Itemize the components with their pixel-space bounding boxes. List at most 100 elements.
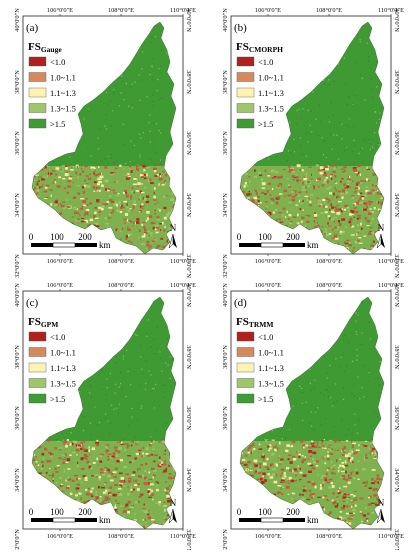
legend-title: FSGPM <box>28 316 58 329</box>
legend-label: 1.3~1.5 <box>258 104 284 114</box>
map-panel-b: 106°0'0"E 108°0'0"E 110°0'0"E 106°0'0"E 108°… <box>222 7 404 278</box>
right-tick-label: 38°0'0"N <box>393 345 400 369</box>
left-tick-label: 40°0'0"N <box>222 8 229 32</box>
right-tick-label: 32°0'0"N <box>185 529 192 550</box>
svg-text:N: N <box>378 223 385 233</box>
svg-text:N: N <box>170 498 177 508</box>
bottom-tick-label: 108°0'0"E <box>316 258 342 265</box>
legend-label: 1.0~1.1 <box>50 73 76 83</box>
right-tick-label: 32°0'0"N <box>393 529 400 550</box>
bottom-tick-label: 106°0'0"E <box>255 533 281 540</box>
legend-label: <1.0 <box>50 57 65 67</box>
bottom-tick-label: 106°0'0"E <box>47 533 73 540</box>
legend-title: FSCMORPH <box>236 41 283 54</box>
legend-swatch <box>236 87 255 98</box>
bottom-tick-label: 108°0'0"E <box>108 258 134 265</box>
bottom-tick-label: 106°0'0"E <box>47 258 73 265</box>
scale-label: 0 <box>29 232 34 242</box>
legend-swatch <box>236 56 255 67</box>
right-tick-label: 40°0'0"N <box>393 8 400 32</box>
legend-label: 1.3~1.5 <box>50 104 76 114</box>
map-panel-c: 106°0'0"E 108°0'0"E 110°0'0"E 106°0'0"E 108°… <box>14 282 196 553</box>
right-tick-label: 36°0'0"N <box>185 131 192 155</box>
left-tick-label: 32°0'0"N <box>14 529 21 550</box>
scale-unit: km <box>307 240 319 250</box>
legend-label: >1.5 <box>50 119 65 129</box>
right-tick-label: 36°0'0"N <box>393 406 400 430</box>
legend-swatch <box>28 347 47 357</box>
legend-swatch <box>28 103 47 113</box>
legend-label: >1.5 <box>258 394 273 404</box>
legend-label: 1.1~1.3 <box>50 363 76 373</box>
map-panel-d: 106°0'0"E 108°0'0"E 110°0'0"E 106°0'0"E 108°… <box>222 282 404 553</box>
left-tick-label: 40°0'0"N <box>14 8 21 32</box>
legend-label: 1.1~1.3 <box>50 88 76 98</box>
legend-swatch <box>236 118 255 129</box>
panel-letter: (c) <box>26 297 39 309</box>
right-tick-label: 40°0'0"N <box>393 283 400 307</box>
scale-bar: 0 100 200 km <box>29 507 111 525</box>
top-tick-label: 106°0'0"E <box>47 282 73 289</box>
legend-swatch <box>28 56 47 67</box>
left-tick-label: 38°0'0"N <box>222 70 229 94</box>
right-tick-label: 32°0'0"N <box>185 254 192 278</box>
legend-swatch <box>236 362 255 373</box>
left-tick-label: 34°0'0"N <box>14 193 21 217</box>
legend-label: 1.1~1.3 <box>258 363 284 373</box>
bottom-tick-label: 106°0'0"E <box>255 258 281 265</box>
scale-label: 200 <box>286 507 300 517</box>
left-tick-label: 34°0'0"N <box>222 193 229 217</box>
scale-label: 200 <box>78 507 92 517</box>
top-tick-label: 108°0'0"E <box>108 282 134 289</box>
panel-letter: (a) <box>26 22 39 34</box>
right-tick-label: 34°0'0"N <box>393 193 400 217</box>
right-tick-label: 38°0'0"N <box>393 70 400 94</box>
scale-label: 100 <box>258 507 272 517</box>
svg-text:N: N <box>378 498 385 508</box>
left-tick-label: 38°0'0"N <box>14 345 21 369</box>
legend-label: 1.0~1.1 <box>258 73 284 83</box>
legend-swatch <box>28 87 47 98</box>
top-tick-label: 108°0'0"E <box>108 7 134 14</box>
legend-label: >1.5 <box>258 119 273 129</box>
top-tick-label: 110°0'0"E <box>170 282 196 289</box>
legend-swatch <box>236 378 255 388</box>
scale-unit: km <box>99 515 111 525</box>
right-tick-label: 32°0'0"N <box>393 254 400 278</box>
legend-swatch <box>28 72 47 82</box>
legend-swatch <box>28 378 47 388</box>
left-tick-label: 34°0'0"N <box>222 468 229 492</box>
scale-bar: 0 100 200 km <box>237 232 319 250</box>
legend-swatch <box>28 118 47 129</box>
bottom-tick-label: 110°0'0"E <box>378 533 404 540</box>
bottom-tick-label: 108°0'0"E <box>316 533 342 540</box>
top-tick-label: 108°0'0"E <box>316 282 342 289</box>
legend-label: <1.0 <box>258 57 273 67</box>
top-tick-label: 106°0'0"E <box>255 282 281 289</box>
bottom-tick-label: 110°0'0"E <box>170 533 196 540</box>
scale-label: 0 <box>237 232 242 242</box>
north-arrow-icon: N <box>168 498 177 524</box>
right-tick-label: 34°0'0"N <box>185 193 192 217</box>
left-tick-label: 32°0'0"N <box>222 529 229 550</box>
bottom-tick-label: 110°0'0"E <box>170 258 196 265</box>
scale-bar: 0 100 200 km <box>29 232 111 250</box>
left-tick-label: 36°0'0"N <box>222 406 229 430</box>
left-tick-label: 32°0'0"N <box>14 254 21 278</box>
bottom-tick-label: 108°0'0"E <box>108 533 134 540</box>
left-tick-label: 36°0'0"N <box>14 131 21 155</box>
legend-swatch <box>236 103 255 113</box>
legend-swatch <box>28 393 47 404</box>
legend-swatch <box>236 72 255 82</box>
scale-unit: km <box>307 515 319 525</box>
scale-label: 0 <box>29 507 34 517</box>
north-arrow-icon: N <box>376 223 385 249</box>
right-tick-label: 34°0'0"N <box>393 468 400 492</box>
left-tick-label: 38°0'0"N <box>222 345 229 369</box>
legend-title: FSTRMM <box>236 316 273 329</box>
bottom-tick-label: 110°0'0"E <box>378 258 404 265</box>
panel-letter: (d) <box>234 297 247 309</box>
top-tick-label: 108°0'0"E <box>316 7 342 14</box>
right-tick-label: 38°0'0"N <box>185 70 192 94</box>
